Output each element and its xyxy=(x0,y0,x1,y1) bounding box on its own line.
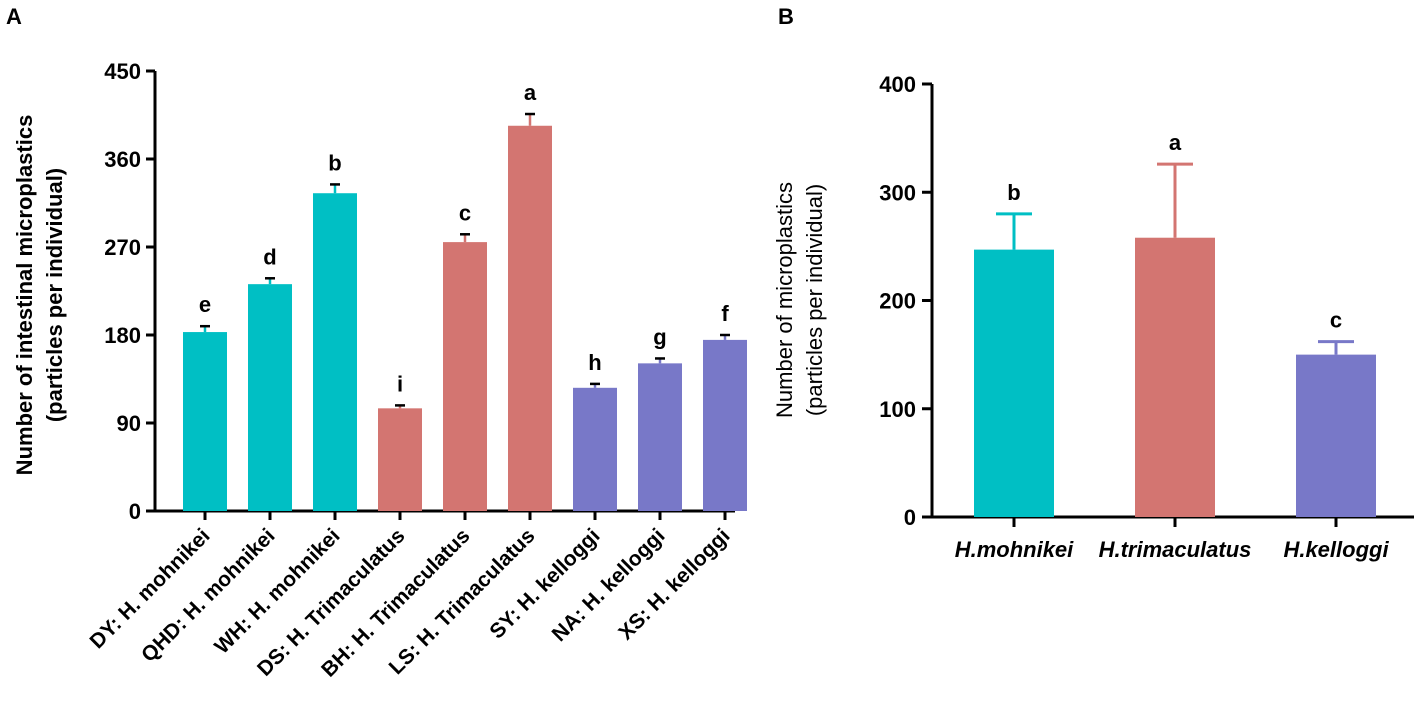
y-tick-label-a: 0 xyxy=(129,499,141,524)
y-tick-label-a: 180 xyxy=(104,323,141,348)
category-label-b: H.kelloggi xyxy=(1283,537,1389,562)
y-tick-label-a: 90 xyxy=(117,411,141,436)
y-axis-label-b-line2: (particles per individual) xyxy=(802,184,827,416)
significance-letter-b: c xyxy=(1330,308,1342,333)
y-axis-label-a-line2: (particles per individual) xyxy=(42,168,67,422)
category-label-a: SY: H. kelloggi xyxy=(485,524,604,643)
bar-a xyxy=(248,284,292,511)
significance-letter-a: c xyxy=(459,200,471,225)
bar-a xyxy=(703,339,747,511)
y-tick-label-a: 360 xyxy=(104,147,141,172)
chart-panel-b: Number of microplastics (particles per i… xyxy=(772,72,1414,562)
significance-letter-a: a xyxy=(524,80,537,105)
y-tick-label-a: 270 xyxy=(104,235,141,260)
category-label-a: NA: H. kelloggi xyxy=(548,524,670,646)
y-tick-label-b: 200 xyxy=(879,289,916,314)
bar-a xyxy=(638,363,682,511)
y-axis-label-a: Number of intestinal microplastics (part… xyxy=(12,115,67,476)
bar-a xyxy=(378,408,422,511)
bar-a xyxy=(508,125,552,511)
category-label-a: WH: H. mohnikei xyxy=(210,524,344,658)
bar-b xyxy=(1296,354,1376,517)
y-tick-label-b: 100 xyxy=(879,397,916,422)
bar-a xyxy=(573,387,617,511)
y-tick-label-b: 300 xyxy=(879,180,916,205)
category-label-b: H.trimaculatus xyxy=(1099,537,1252,562)
category-label-b: H.mohnikei xyxy=(955,537,1074,562)
y-axis-label-a-line1: Number of intestinal microplastics xyxy=(12,115,37,476)
significance-letter-a: f xyxy=(721,301,729,326)
panel-label-a: A xyxy=(6,4,22,29)
significance-letter-b: b xyxy=(1007,180,1020,205)
panel-label-b: B xyxy=(778,4,794,29)
significance-letter-a: i xyxy=(397,371,403,396)
bar-a xyxy=(443,242,487,511)
y-tick-label-b: 400 xyxy=(879,72,916,97)
y-axis-label-b-line1: Number of microplastics xyxy=(772,182,797,418)
significance-letter-a: e xyxy=(199,292,211,317)
significance-letter-a: d xyxy=(263,244,276,269)
y-axis-label-b: Number of microplastics (particles per i… xyxy=(772,182,827,418)
significance-letter-a: b xyxy=(328,150,341,175)
y-tick-label-b: 0 xyxy=(904,505,916,530)
category-label-a: XS: H. kelloggi xyxy=(614,524,734,644)
bar-b xyxy=(1135,237,1215,517)
bar-a xyxy=(313,193,357,511)
significance-letter-a: h xyxy=(588,350,601,375)
category-label-a: DY: H. mohnikei xyxy=(86,524,215,653)
significance-letter-a: g xyxy=(653,324,666,349)
y-tick-label-a: 450 xyxy=(104,59,141,84)
significance-letter-b: a xyxy=(1169,130,1182,155)
chart-panel-a: Number of intestinal microplastics (part… xyxy=(12,59,747,682)
bar-b xyxy=(974,249,1054,517)
bar-a xyxy=(183,332,227,511)
